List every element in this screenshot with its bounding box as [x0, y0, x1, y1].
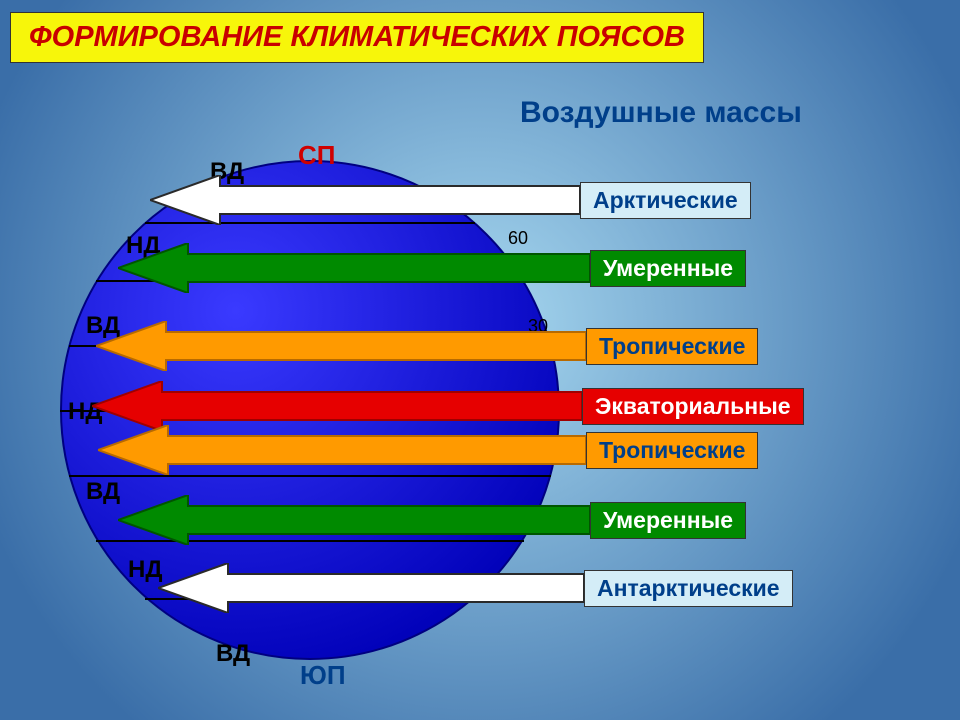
- arrow: [98, 425, 586, 475]
- arrow: [118, 243, 590, 293]
- air-mass-label: Умеренные: [590, 502, 746, 539]
- pole-label-north: СП: [298, 140, 335, 171]
- air-mass-label: Экваториальные: [582, 388, 804, 425]
- arrow: [118, 495, 590, 545]
- subtitle: Воздушные массы: [520, 96, 802, 130]
- air-mass-label: Тропические: [586, 432, 758, 469]
- pressure-label: ВД: [86, 478, 120, 506]
- pressure-label: ВД: [216, 640, 250, 668]
- air-mass-label: Арктические: [580, 182, 751, 219]
- air-mass-label: Умеренные: [590, 250, 746, 287]
- arrow: [92, 381, 582, 431]
- pole-label-south: ЮП: [300, 660, 346, 691]
- arrow: [96, 321, 586, 371]
- page-title: ФОРМИРОВАНИЕ КЛИМАТИЧЕСКИХ ПОЯСОВ: [10, 12, 704, 63]
- arrow: [158, 563, 584, 613]
- latitude-line: [69, 475, 552, 477]
- air-mass-label: Тропические: [586, 328, 758, 365]
- air-mass-label: Антарктические: [584, 570, 793, 607]
- arrow: [150, 175, 580, 225]
